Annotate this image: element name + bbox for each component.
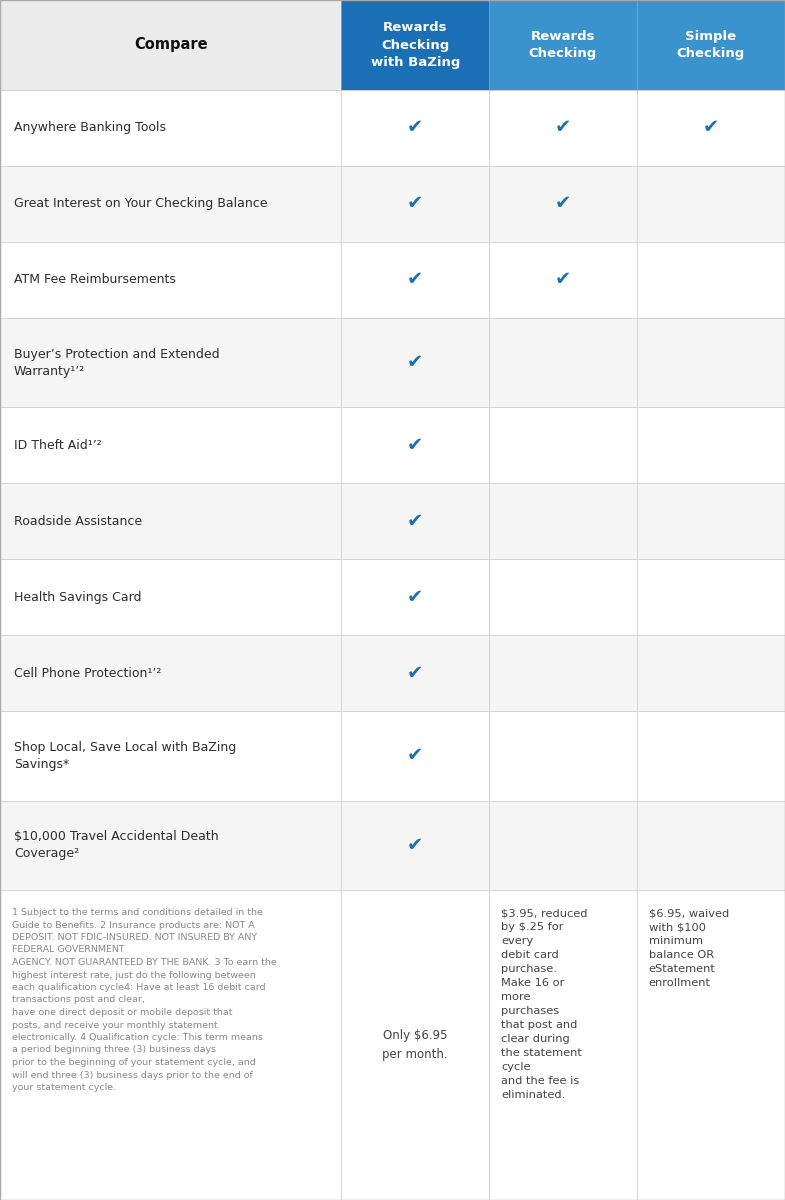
Bar <box>341 407 489 484</box>
Text: Buyer’s Protection and Extended
Warranty¹’²: Buyer’s Protection and Extended Warranty… <box>14 348 220 378</box>
Bar <box>489 559 637 635</box>
Bar <box>489 242 637 318</box>
Text: ID Theft Aid¹’²: ID Theft Aid¹’² <box>14 439 102 452</box>
Bar <box>0 712 341 800</box>
Bar <box>637 635 785 712</box>
Text: Anywhere Banking Tools: Anywhere Banking Tools <box>14 121 166 134</box>
Bar <box>341 242 489 318</box>
Text: ✔: ✔ <box>407 746 423 766</box>
Bar <box>637 0 785 90</box>
Bar <box>637 407 785 484</box>
Bar <box>637 712 785 800</box>
Text: Roadside Assistance: Roadside Assistance <box>14 515 142 528</box>
Bar <box>341 318 489 407</box>
Text: ✔: ✔ <box>407 194 423 214</box>
Text: ATM Fee Reimbursements: ATM Fee Reimbursements <box>14 274 176 287</box>
Bar <box>637 318 785 407</box>
Bar <box>0 407 341 484</box>
Bar <box>489 712 637 800</box>
Text: Simple
Checking: Simple Checking <box>677 30 745 60</box>
Bar <box>637 800 785 890</box>
Text: ✔: ✔ <box>407 353 423 372</box>
Text: ✔: ✔ <box>407 436 423 455</box>
Bar <box>341 800 489 890</box>
Text: ✔: ✔ <box>703 119 719 138</box>
Bar <box>0 635 341 712</box>
Bar <box>637 484 785 559</box>
Text: ✔: ✔ <box>407 836 423 854</box>
Text: ✔: ✔ <box>407 119 423 138</box>
Bar <box>0 166 341 242</box>
Text: Cell Phone Protection¹’²: Cell Phone Protection¹’² <box>14 667 162 679</box>
Bar <box>489 484 637 559</box>
Text: Compare: Compare <box>134 37 207 53</box>
Bar <box>0 318 341 407</box>
Text: ✔: ✔ <box>555 119 571 138</box>
Bar <box>0 0 341 90</box>
Bar <box>637 242 785 318</box>
Bar <box>489 166 637 242</box>
Text: Rewards
Checking: Rewards Checking <box>529 30 597 60</box>
Bar <box>489 0 637 90</box>
Bar <box>489 635 637 712</box>
Text: ✔: ✔ <box>407 511 423 530</box>
Text: $6.95, waived
with $100
minimum
balance OR
eStatement
enrollment: $6.95, waived with $100 minimum balance … <box>648 908 729 988</box>
Text: $10,000 Travel Accidental Death
Coverage²: $10,000 Travel Accidental Death Coverage… <box>14 830 219 860</box>
Bar <box>637 90 785 166</box>
Bar <box>489 890 637 1200</box>
Text: Shop Local, Save Local with BaZing
Savings*: Shop Local, Save Local with BaZing Savin… <box>14 740 236 770</box>
Bar <box>0 890 341 1200</box>
Bar <box>0 800 341 890</box>
Text: ✔: ✔ <box>407 664 423 683</box>
Text: ✔: ✔ <box>555 194 571 214</box>
Bar <box>0 90 341 166</box>
Bar <box>341 166 489 242</box>
Bar <box>341 890 489 1200</box>
Text: ✔: ✔ <box>407 588 423 607</box>
Bar <box>637 559 785 635</box>
Bar <box>341 90 489 166</box>
Text: Only $6.95
per month.: Only $6.95 per month. <box>382 1028 448 1061</box>
Bar <box>341 712 489 800</box>
Bar <box>489 90 637 166</box>
Text: ✔: ✔ <box>407 270 423 289</box>
Bar <box>637 890 785 1200</box>
Bar <box>637 166 785 242</box>
Text: Great Interest on Your Checking Balance: Great Interest on Your Checking Balance <box>14 198 268 210</box>
Text: 1 Subject to the terms and conditions detailed in the
Guide to Benefits. 2 Insur: 1 Subject to the terms and conditions de… <box>12 908 277 1092</box>
Bar <box>489 318 637 407</box>
Bar <box>341 635 489 712</box>
Bar <box>0 559 341 635</box>
Bar <box>0 242 341 318</box>
Bar <box>341 559 489 635</box>
Text: $3.95, reduced
by $.25 for
every
debit card
purchase.
Make 16 or
more
purchases
: $3.95, reduced by $.25 for every debit c… <box>501 908 587 1100</box>
Text: ✔: ✔ <box>555 270 571 289</box>
Bar <box>489 800 637 890</box>
Text: Health Savings Card: Health Savings Card <box>14 590 141 604</box>
Bar <box>489 407 637 484</box>
Bar <box>0 484 341 559</box>
Bar <box>341 0 489 90</box>
Bar <box>341 484 489 559</box>
Text: Rewards
Checking
with BaZing: Rewards Checking with BaZing <box>371 20 460 68</box>
